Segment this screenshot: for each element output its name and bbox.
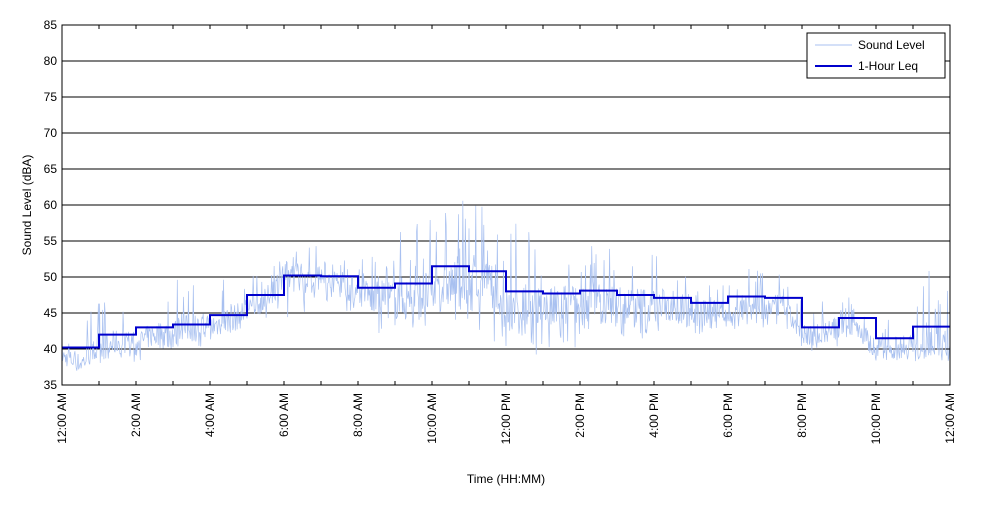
y-tick-label: 40 bbox=[44, 342, 58, 356]
x-tick-label: 2:00 PM bbox=[573, 393, 587, 438]
legend: Sound Level 1-Hour Leq bbox=[806, 32, 946, 79]
y-tick-label: 55 bbox=[44, 234, 58, 248]
y-tick-label: 75 bbox=[44, 90, 58, 104]
legend-label-1-hour-leq: 1-Hour Leq bbox=[858, 59, 918, 73]
grid-lines bbox=[62, 60, 950, 350]
x-tick-label: 8:00 AM bbox=[351, 393, 365, 437]
x-tick-label: 4:00 PM bbox=[647, 393, 661, 438]
axis-ticks: 35 40 45 50 55 60 65 70 75 80 85 12:00 AM 2:00 AM 4:0… bbox=[44, 18, 957, 444]
legend-box bbox=[806, 32, 946, 79]
x-tick-label: 4:00 AM bbox=[203, 393, 217, 437]
y-axis-label: Sound Level (dBA) bbox=[20, 155, 34, 256]
x-axis-label: Time (HH:MM) bbox=[467, 472, 545, 486]
y-tick-label: 60 bbox=[44, 198, 58, 212]
legend-label-sound-level: Sound Level bbox=[858, 38, 925, 52]
series-1-hour-leq-line bbox=[62, 265, 950, 349]
x-tick-label: 2:00 AM bbox=[129, 393, 143, 437]
x-tick-label: 6:00 PM bbox=[721, 393, 735, 438]
x-tick-label: 8:00 PM bbox=[795, 393, 809, 438]
y-tick-label: 70 bbox=[44, 126, 58, 140]
x-tick-label: 10:00 PM bbox=[869, 393, 883, 444]
x-tick-label: 12:00 AM bbox=[55, 393, 69, 444]
x-tick-label: 12:00 AM bbox=[943, 393, 957, 444]
y-tick-label: 50 bbox=[44, 270, 58, 284]
y-tick-label: 65 bbox=[44, 162, 58, 176]
x-tick-label: 6:00 AM bbox=[277, 393, 291, 437]
y-tick-label: 35 bbox=[44, 378, 58, 392]
x-tick-label: 10:00 AM bbox=[425, 393, 439, 444]
y-tick-label: 80 bbox=[44, 54, 58, 68]
x-tick-label: 12:00 PM bbox=[499, 393, 513, 444]
y-tick-label: 85 bbox=[44, 18, 58, 32]
data-series bbox=[61, 200, 951, 371]
y-tick-label: 45 bbox=[44, 306, 58, 320]
